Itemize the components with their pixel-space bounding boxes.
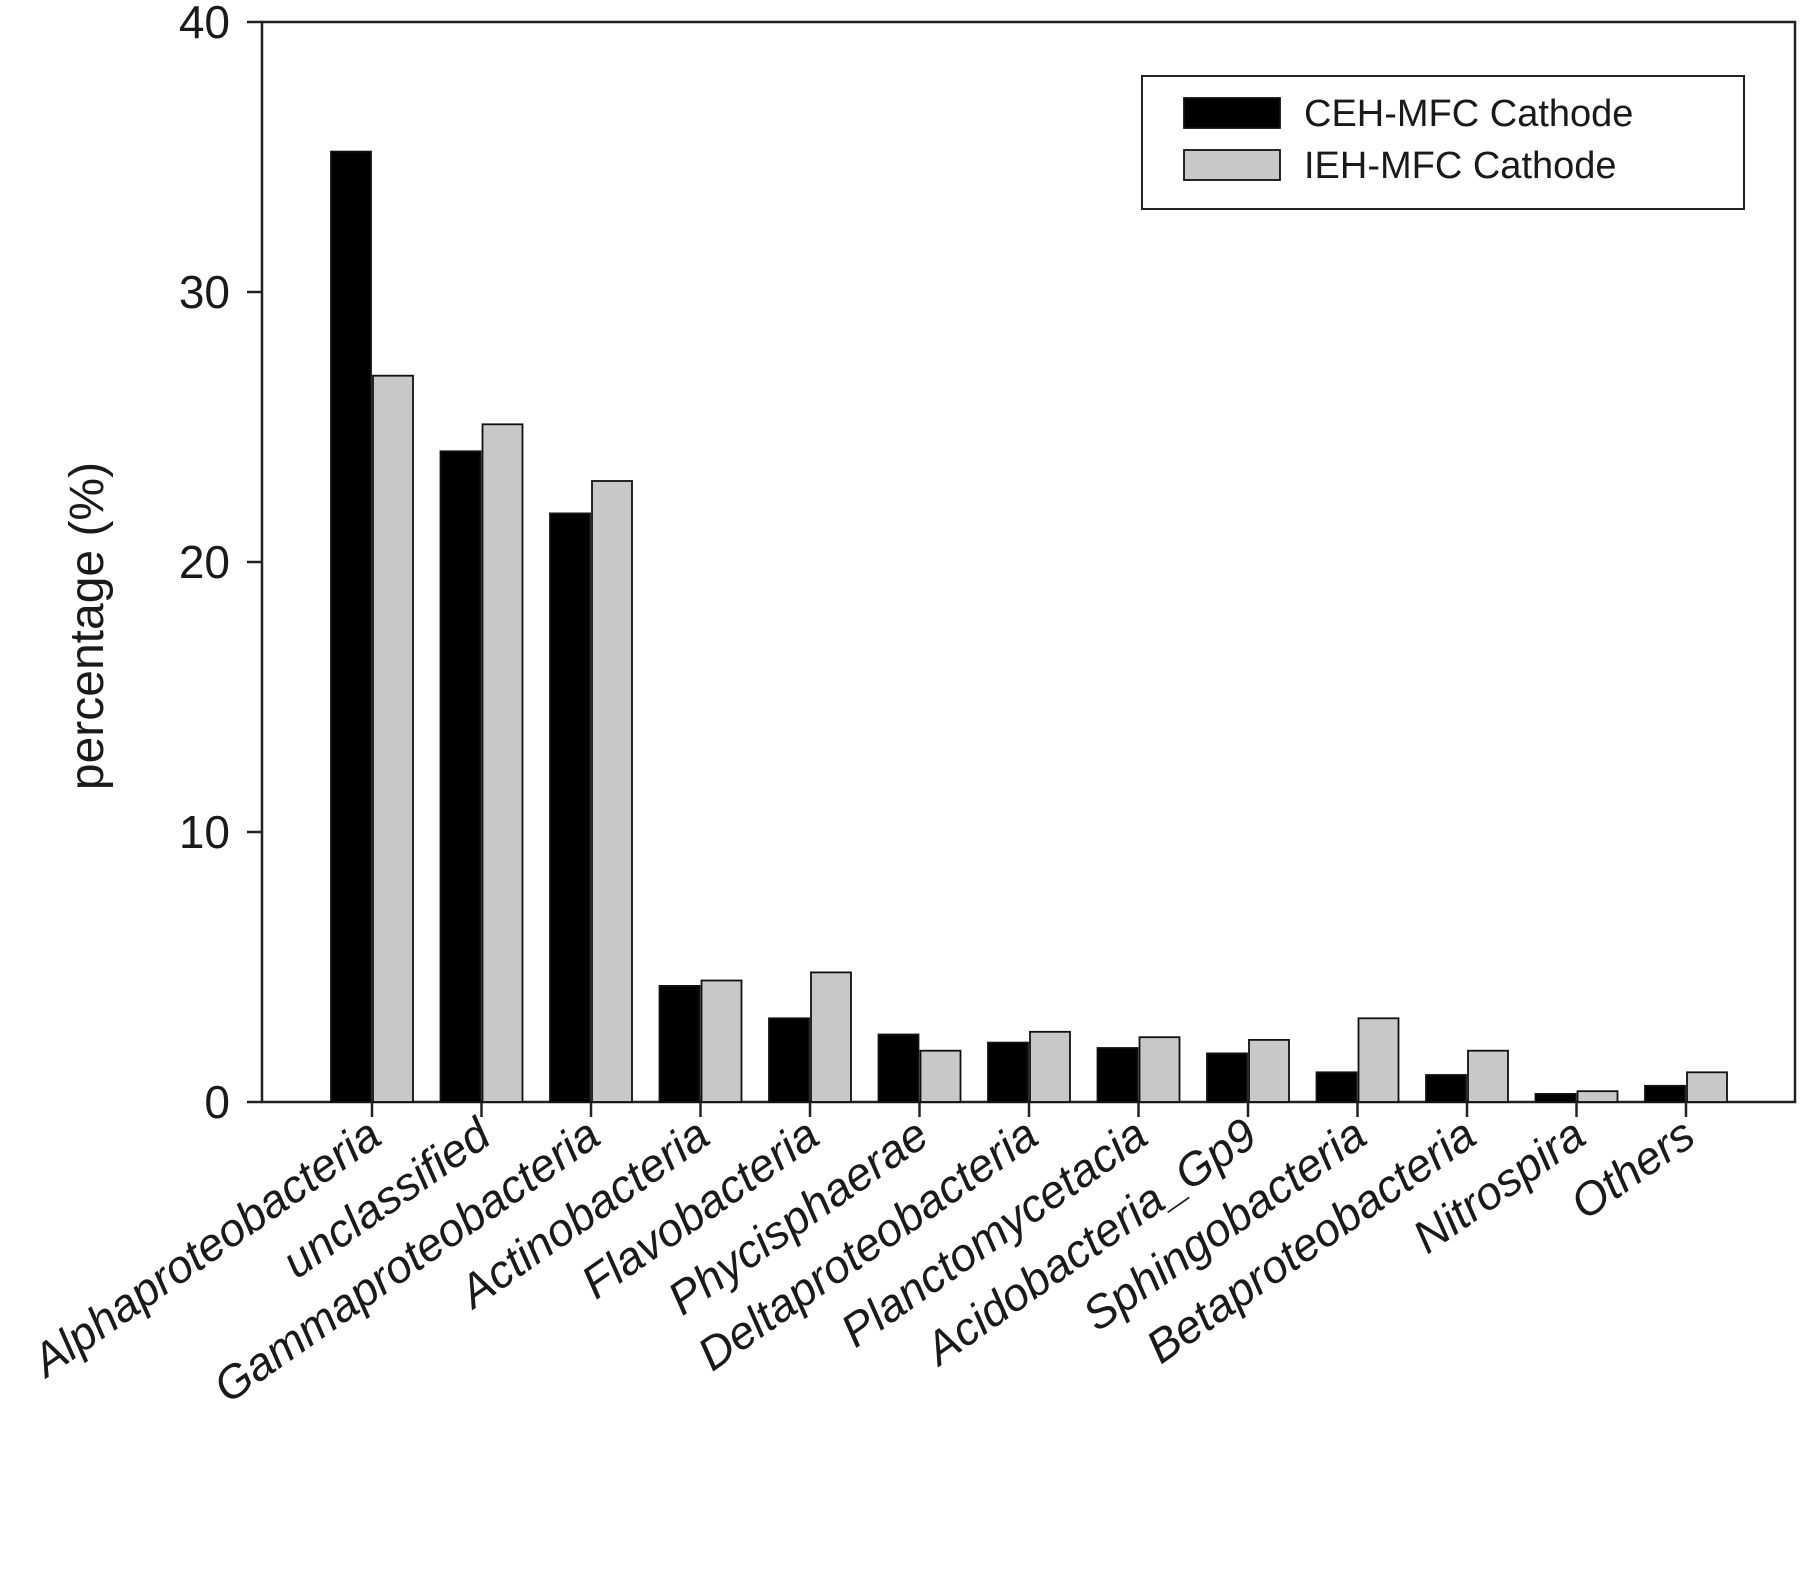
y-tick-label: 0 [204, 1076, 230, 1128]
legend-label: CEH-MFC Cathode [1304, 93, 1633, 135]
x-axis: AlphaproteobacteriaunclassifiedGammaprot… [20, 1102, 1704, 1413]
bar-ceh-phycisphaerae [877, 1033, 920, 1103]
plot-area [260, 20, 1797, 1104]
bar-ieh-others [1686, 1071, 1728, 1103]
bar-ceh-flavobacteria [768, 1017, 810, 1103]
bar-ceh-betaproteobacteria [1425, 1074, 1467, 1103]
legend: CEH-MFC Cathode IEH-MFC Cathode [1141, 75, 1745, 210]
bar-ceh-gammaproteobacteria [549, 512, 591, 1103]
bar-ceh-actinobacteria [658, 985, 701, 1103]
bar-ieh-acidobacteria_gp9 [1248, 1039, 1290, 1103]
bar-ceh-alphaproteobacteria [330, 150, 372, 1103]
y-axis-title: percentage (%) [61, 462, 114, 790]
y-axis: 0 10 20 30 40 [179, 0, 262, 1128]
bar-ieh-gammaproteobacteria [591, 480, 633, 1103]
bar-ceh-others [1644, 1084, 1686, 1103]
bar-ceh-unclassified [439, 450, 482, 1103]
legend-swatch [1183, 149, 1281, 181]
bar-ieh-phycisphaerae [919, 1049, 962, 1103]
y-tick-label: 10 [179, 806, 230, 858]
legend-label: IEH-MFC Cathode [1304, 145, 1617, 187]
y-tick-label: 40 [179, 0, 230, 48]
bar-ceh-acidobacteria_gp9 [1206, 1052, 1248, 1103]
bar-ieh-unclassified [481, 423, 524, 1103]
bar-ieh-alphaproteobacteria [372, 374, 414, 1103]
y-tick-label: 30 [179, 266, 230, 318]
bar-ieh-nitrospira [1576, 1090, 1619, 1103]
bar-ceh-sphingobacteria [1315, 1071, 1358, 1103]
bar-ceh-nitrospira [1534, 1093, 1577, 1103]
bar-ceh-planctomycetacia [1096, 1047, 1139, 1103]
bar-ieh-flavobacteria [810, 971, 852, 1103]
bar-ieh-betaproteobacteria [1467, 1049, 1509, 1103]
bar-ceh-deltaproteobacteria [987, 1041, 1029, 1103]
x-tick-label: Others [1561, 1108, 1704, 1230]
bar-ieh-planctomycetacia [1138, 1036, 1181, 1103]
bar-ieh-sphingobacteria [1357, 1017, 1400, 1103]
bar-ieh-actinobacteria [700, 979, 743, 1103]
legend-swatch [1183, 97, 1281, 129]
y-tick-label: 20 [179, 536, 230, 588]
bar-ieh-deltaproteobacteria [1029, 1030, 1071, 1103]
